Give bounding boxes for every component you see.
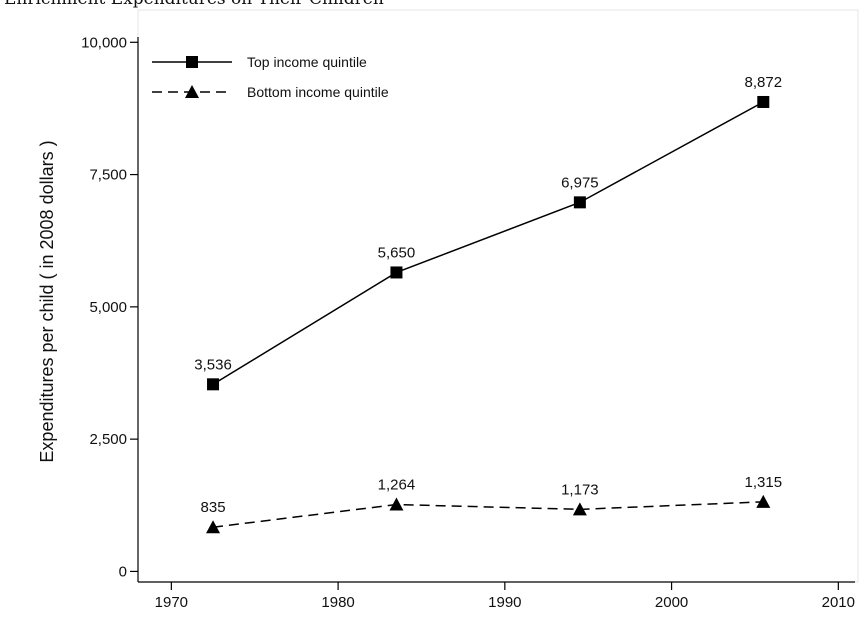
- data-label: 6,975: [561, 174, 599, 191]
- legend-marker-1: [185, 85, 199, 98]
- chart-title: Enrichment Expenditures on Their Childre…: [4, 0, 384, 9]
- data-point: [756, 494, 771, 508]
- legend-marker-0: [186, 56, 198, 68]
- plot-frame: [137, 9, 859, 583]
- data-label: 1,315: [745, 474, 783, 491]
- x-tick-label: 1980: [321, 594, 354, 611]
- data-point: [573, 196, 586, 209]
- legend-label-1: Bottom income quintile: [247, 84, 389, 100]
- data-point: [389, 497, 404, 511]
- data-point: [390, 266, 403, 279]
- y-tick-label: 0: [119, 563, 127, 580]
- data-label: 1,264: [378, 477, 416, 494]
- data-point: [206, 520, 221, 534]
- x-tick-label: 1970: [155, 594, 188, 611]
- data-label: 835: [201, 499, 226, 516]
- y-tick-label: 2,500: [89, 431, 127, 448]
- y-tick-label: 5,000: [89, 299, 127, 316]
- y-axis-label: Expenditures per child ( in 2008 dollars…: [37, 140, 57, 462]
- series-line-1: [212, 501, 764, 528]
- y-tick-label: 10,000: [81, 34, 127, 51]
- data-point: [572, 502, 587, 516]
- x-tick-label: 2000: [655, 594, 688, 611]
- x-tick-label: 2010: [822, 594, 855, 611]
- data-label: 1,173: [561, 481, 599, 498]
- data-label: 5,650: [378, 244, 416, 261]
- data-point: [207, 378, 220, 391]
- x-tick-label: 1990: [488, 594, 521, 611]
- series-line-0: [212, 101, 764, 385]
- data-label: 3,536: [194, 356, 232, 373]
- y-tick-label: 7,500: [89, 167, 127, 184]
- legend-label-0: Top income quintile: [247, 54, 367, 70]
- data-label: 8,872: [745, 74, 783, 91]
- data-point: [757, 95, 770, 108]
